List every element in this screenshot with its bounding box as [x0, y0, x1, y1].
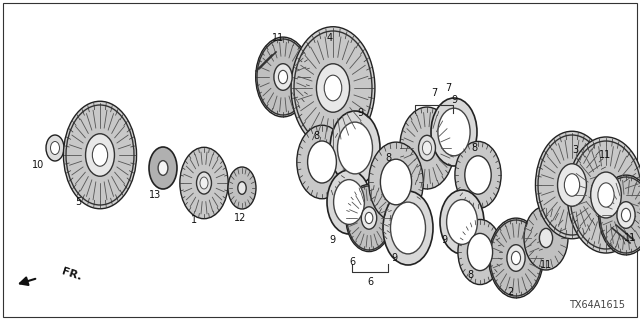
- Ellipse shape: [149, 147, 177, 189]
- Ellipse shape: [536, 131, 609, 239]
- Text: 10: 10: [32, 160, 44, 170]
- Ellipse shape: [538, 135, 606, 235]
- Ellipse shape: [617, 202, 635, 228]
- Ellipse shape: [66, 105, 134, 205]
- Ellipse shape: [591, 172, 621, 218]
- Ellipse shape: [567, 137, 640, 253]
- Ellipse shape: [600, 177, 640, 253]
- Ellipse shape: [228, 167, 256, 209]
- Ellipse shape: [564, 174, 580, 196]
- Ellipse shape: [489, 218, 543, 298]
- Text: 9: 9: [441, 235, 447, 245]
- Ellipse shape: [621, 208, 630, 222]
- Text: 8: 8: [385, 153, 391, 163]
- Text: 8: 8: [313, 131, 319, 141]
- Text: 6: 6: [349, 257, 355, 267]
- Ellipse shape: [380, 159, 412, 205]
- Ellipse shape: [294, 31, 372, 145]
- Text: 1: 1: [191, 215, 197, 225]
- Ellipse shape: [337, 122, 372, 174]
- Text: 4: 4: [327, 33, 333, 43]
- Text: 6: 6: [367, 277, 373, 287]
- Ellipse shape: [278, 70, 287, 84]
- Ellipse shape: [458, 220, 502, 284]
- Text: 8: 8: [467, 270, 473, 280]
- Ellipse shape: [419, 135, 435, 161]
- Ellipse shape: [447, 200, 477, 244]
- Ellipse shape: [158, 161, 168, 175]
- Ellipse shape: [440, 190, 484, 254]
- Ellipse shape: [46, 135, 64, 161]
- Ellipse shape: [511, 251, 520, 265]
- Ellipse shape: [333, 180, 364, 224]
- Ellipse shape: [598, 175, 640, 255]
- Ellipse shape: [308, 141, 337, 183]
- Ellipse shape: [390, 202, 426, 254]
- Ellipse shape: [383, 191, 433, 265]
- Ellipse shape: [347, 186, 391, 250]
- Ellipse shape: [291, 27, 375, 149]
- Text: 3: 3: [572, 145, 578, 155]
- Ellipse shape: [570, 141, 640, 249]
- Ellipse shape: [346, 184, 392, 252]
- Ellipse shape: [465, 156, 492, 194]
- Ellipse shape: [63, 101, 136, 209]
- Ellipse shape: [431, 98, 477, 166]
- Ellipse shape: [557, 164, 586, 206]
- Ellipse shape: [327, 170, 371, 234]
- Ellipse shape: [438, 108, 470, 156]
- Ellipse shape: [297, 125, 348, 199]
- Ellipse shape: [507, 245, 525, 271]
- Ellipse shape: [51, 141, 60, 155]
- Ellipse shape: [274, 64, 292, 90]
- Ellipse shape: [256, 37, 310, 117]
- Ellipse shape: [467, 233, 493, 271]
- Text: 7: 7: [431, 88, 437, 98]
- Ellipse shape: [86, 134, 115, 176]
- Ellipse shape: [598, 183, 614, 207]
- Text: 7: 7: [445, 83, 451, 93]
- Ellipse shape: [362, 207, 377, 229]
- Text: 11: 11: [540, 260, 552, 270]
- Ellipse shape: [524, 206, 568, 270]
- Text: 5: 5: [75, 197, 81, 207]
- Ellipse shape: [540, 228, 552, 248]
- Text: 12: 12: [234, 213, 246, 223]
- Ellipse shape: [238, 182, 246, 194]
- Ellipse shape: [400, 107, 454, 189]
- Text: TX64A1615: TX64A1615: [569, 300, 625, 310]
- Ellipse shape: [180, 147, 228, 219]
- Text: 9: 9: [451, 95, 457, 105]
- Text: FR.: FR.: [60, 266, 83, 282]
- Text: 9: 9: [391, 253, 397, 263]
- Ellipse shape: [365, 212, 373, 224]
- Ellipse shape: [422, 141, 431, 155]
- Ellipse shape: [324, 75, 342, 101]
- Ellipse shape: [257, 39, 309, 115]
- Ellipse shape: [200, 177, 208, 189]
- Ellipse shape: [316, 64, 349, 112]
- Text: 11: 11: [272, 33, 284, 43]
- Ellipse shape: [455, 141, 501, 209]
- Ellipse shape: [490, 220, 542, 296]
- Ellipse shape: [330, 111, 380, 185]
- Text: 2: 2: [507, 287, 513, 297]
- Text: 11: 11: [624, 233, 636, 243]
- Text: 9: 9: [357, 108, 363, 118]
- Text: 9: 9: [329, 235, 335, 245]
- Text: 11: 11: [599, 150, 611, 160]
- Text: 13: 13: [149, 190, 161, 200]
- Ellipse shape: [92, 144, 108, 166]
- Ellipse shape: [369, 142, 423, 222]
- Text: 8: 8: [471, 143, 477, 153]
- Ellipse shape: [196, 172, 211, 194]
